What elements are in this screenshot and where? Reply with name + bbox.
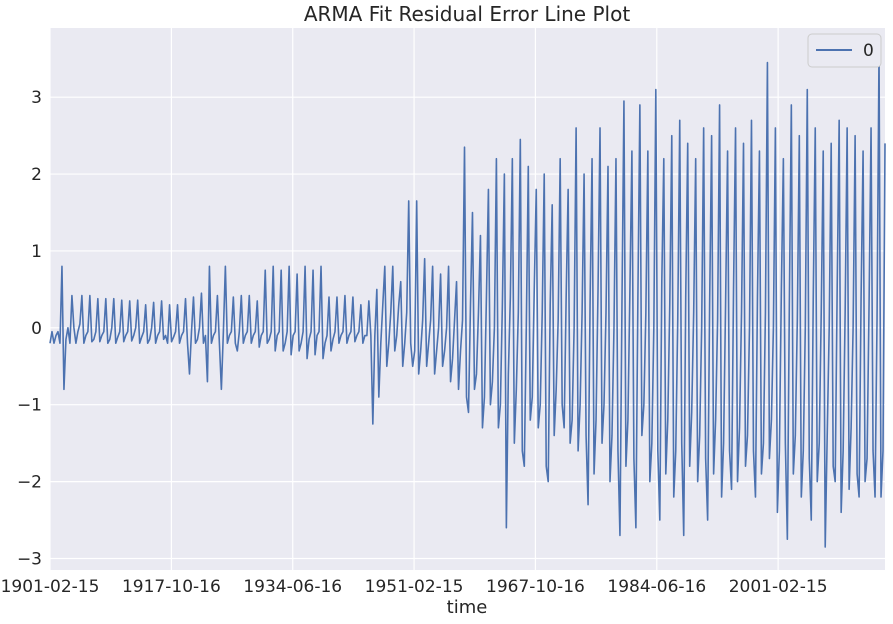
x-tick-label: 1984-06-16: [607, 577, 706, 597]
x-tick-label: 2001-02-15: [729, 577, 828, 597]
x-axis-ticks: 1901-02-15 1917-10-16 1934-06-16 1951-02-15…: [1, 577, 828, 597]
x-axis-label: time: [447, 597, 488, 618]
y-tick-label: 3: [31, 88, 42, 108]
y-tick-label: 1: [31, 242, 42, 262]
chart-title: ARMA Fit Residual Error Line Plot: [304, 2, 630, 26]
x-tick-label: 1917-10-16: [122, 577, 221, 597]
x-tick-label: 1967-10-16: [486, 577, 585, 597]
series-line: [49, 50, 886, 548]
y-tick-label: 0: [31, 319, 42, 339]
y-axis-ticks: 3 2 1 0 −1 −2 −3: [17, 88, 42, 569]
legend: 0: [807, 33, 882, 68]
grid: [49, 28, 885, 570]
y-tick-label: −1: [17, 396, 42, 416]
series-layer: [49, 50, 886, 548]
x-tick-label: 1951-02-15: [365, 577, 464, 597]
y-tick-label: −2: [17, 473, 42, 493]
plot-background: [50, 28, 885, 570]
legend-label: 0: [863, 41, 874, 61]
x-tick-label: 1934-06-16: [243, 577, 342, 597]
x-tick-label: 1901-02-15: [1, 577, 100, 597]
y-tick-label: 2: [31, 165, 42, 185]
y-tick-label: −3: [17, 549, 42, 569]
